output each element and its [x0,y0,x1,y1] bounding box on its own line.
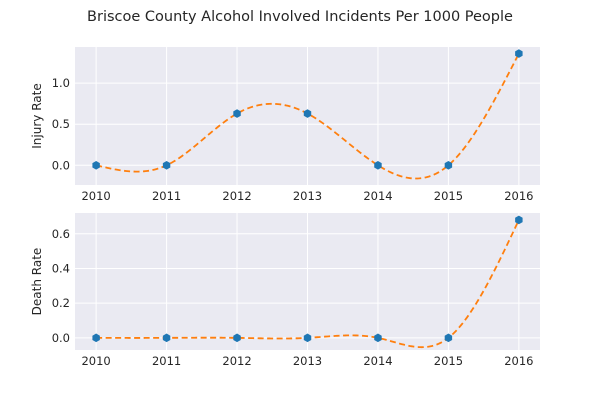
data-point [374,160,382,170]
panel-2: 2010 2011 2012 2013 2014 2015 2016 0.0 0.2 0.4 0.6… [30,213,540,368]
x-tick-label: 2012 [222,189,251,203]
y-tick-label: 0.0 [52,331,70,345]
x-tick-label: 2010 [81,354,110,368]
data-point [303,109,312,118]
data-point [515,215,523,225]
x-tick-label: 2012 [222,354,251,368]
y-tick-label: 0.0 [52,158,70,172]
x-tick-label: 2011 [152,189,181,203]
x-tick-label: 2016 [504,354,533,368]
data-point [374,333,382,343]
y-tick-label: 0.5 [52,117,70,131]
y-tick-label: 1.0 [52,76,70,90]
x-tick-label: 2015 [434,189,463,203]
x-tick-label: 2013 [293,354,322,368]
y-tick-label: 0.2 [52,296,70,310]
x-tick-label: 2014 [363,354,392,368]
x-tick-label: 2015 [434,354,463,368]
y-axis-label: Injury Rate [30,83,44,148]
data-point [444,160,453,170]
panel-1: 2010 2011 2012 2013 2014 2015 2016 0.0 0.5 1.0 Inj… [30,47,540,203]
data-point [233,333,241,343]
x-tick-label: 2013 [293,189,322,203]
y-tick-label: 0.6 [52,227,70,241]
y-tick-label: 0.4 [52,261,70,275]
x-tick-label: 2016 [504,189,533,203]
data-point [444,333,453,343]
data-point [233,109,241,118]
x-tick-label: 2010 [81,189,110,203]
y-axis-label: Death Rate [30,248,44,316]
data-point [162,160,171,170]
data-point [303,333,312,343]
data-point [162,333,171,343]
figure-title: Briscoe County Alcohol Involved Incident… [87,9,513,25]
data-point [515,49,523,58]
x-tick-label: 2011 [152,354,181,368]
data-point [92,333,100,343]
data-point [92,160,100,170]
x-tick-label: 2014 [363,189,392,203]
